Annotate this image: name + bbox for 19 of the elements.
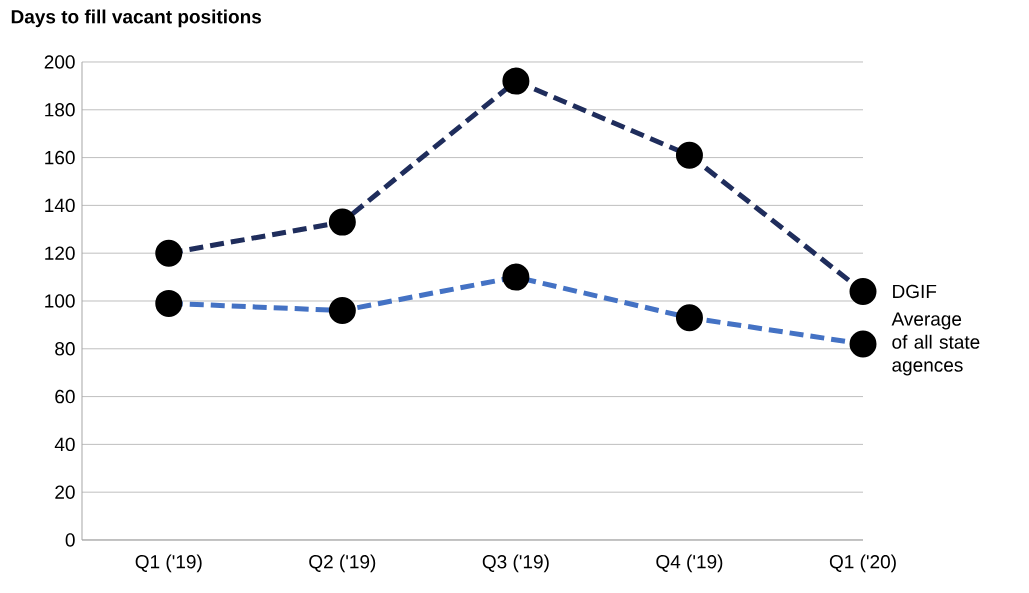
y-tick-label: 140 (45, 198, 75, 213)
y-tick-label: 100 (45, 294, 75, 308)
chart-title: Days to fill vacant positions (11, 9, 262, 28)
x-tick-label: Q4 ('19) (656, 554, 723, 573)
y-tick-label: 0 (65, 533, 75, 547)
y-tick-label: 60 (55, 389, 75, 404)
y-tick-label: 80 (55, 342, 75, 356)
legend-label: DGIF (893, 284, 937, 299)
x-tick-label: Q1 ('20) (829, 554, 896, 573)
y-tick-label: 160 (45, 150, 75, 165)
y-tick-label: 180 (45, 103, 75, 117)
y-tick-label: 40 (54, 437, 75, 452)
y-tick-label: 20 (55, 485, 75, 499)
y-tick-label: 120 (45, 246, 75, 260)
x-tick-label: Q1 ('19) (135, 554, 202, 573)
x-tick-label: Q2 ('19) (309, 554, 376, 573)
x-tick-label: Q3 ('19) (482, 554, 549, 573)
y-tick-label: 200 (44, 55, 75, 69)
legend-label: Average of all state agences (891, 312, 980, 376)
